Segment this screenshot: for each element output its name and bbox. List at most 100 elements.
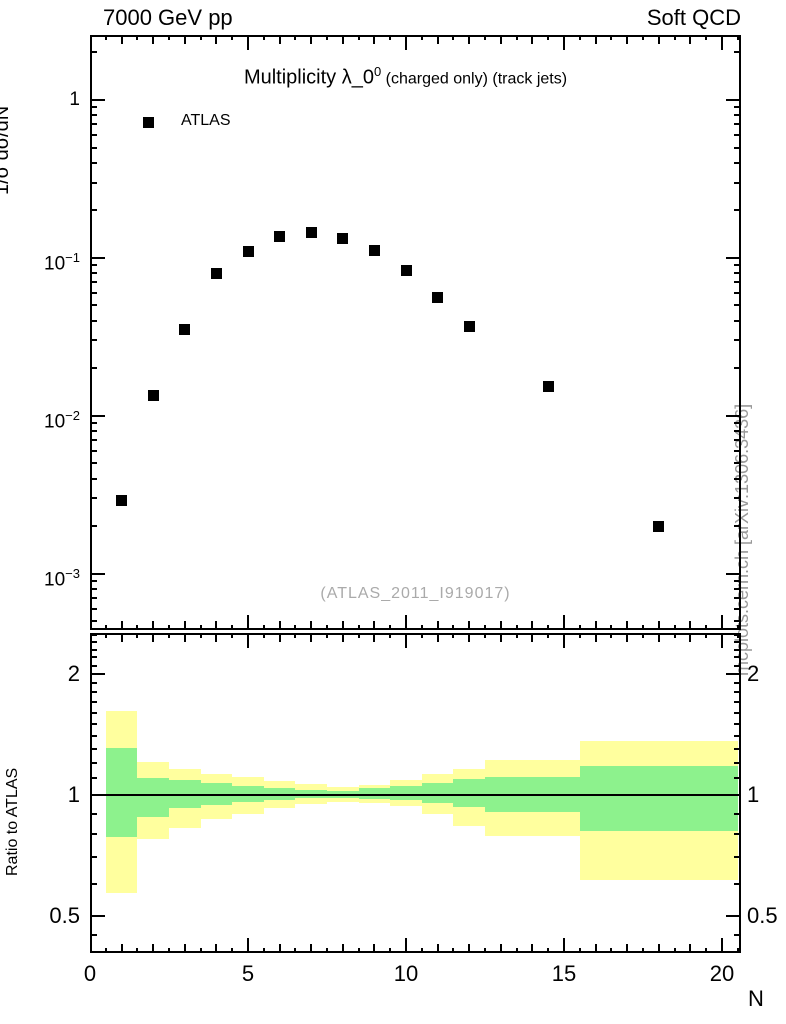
x-tick-main-bottom — [484, 625, 487, 630]
x-tick-main-top — [673, 35, 676, 40]
x-tick-main-top — [531, 35, 534, 44]
ratio-y-tick-major-right — [726, 915, 741, 918]
x-tick-main-bottom — [657, 621, 660, 630]
x-tick-main-bottom — [736, 625, 739, 630]
x-tick-main-bottom — [294, 625, 297, 630]
x-tick-ratio-top — [531, 633, 534, 642]
x-tick-main-top — [231, 35, 234, 40]
x-tick-ratio-bottom — [104, 948, 107, 953]
y-tick-minor-right — [734, 304, 741, 307]
legend-label-atlas: ATLAS — [181, 112, 231, 129]
x-tick-main-bottom — [610, 625, 613, 630]
x-tick-ratio-bottom — [721, 938, 724, 953]
x-tick-label: 10 — [393, 961, 419, 986]
ratio-y-tick-minor-right — [734, 712, 741, 715]
y-tick-minor-left — [90, 422, 97, 425]
analysis-id-watermark: (ATLAS_2011_I919017) — [320, 585, 511, 602]
ratio-y-tick-minor-right — [734, 777, 741, 780]
x-tick-ratio-bottom — [152, 944, 155, 953]
data-point-marker — [147, 390, 159, 402]
x-tick-ratio-top — [436, 633, 439, 642]
ratio-y-tick-minor-left — [90, 777, 97, 780]
x-tick-ratio-top — [310, 633, 313, 642]
x-tick-main-bottom — [452, 625, 455, 630]
ratio-y-tick-label-right: 1 — [747, 782, 760, 808]
x-tick-ratio-top — [420, 633, 423, 638]
ratio-y-tick-minor-right — [734, 701, 741, 704]
x-tick-main-top — [578, 35, 581, 40]
ratio-y-tick-minor-left — [90, 682, 97, 685]
x-tick-ratio-top — [389, 633, 392, 638]
x-tick-ratio-bottom — [247, 938, 249, 953]
x-tick-ratio-top — [499, 633, 502, 642]
ratio-y-tick-minor-right — [734, 883, 741, 886]
ratio-band-inner — [579, 765, 738, 832]
x-tick-main-top — [104, 35, 107, 40]
y-tick-major-left — [90, 98, 105, 101]
x-tick-ratio-top — [484, 633, 487, 638]
ratio-y-tick-minor-left — [90, 641, 97, 644]
x-tick-ratio-top — [657, 633, 660, 642]
x-tick-main-top — [152, 35, 155, 44]
x-tick-ratio-bottom — [531, 944, 534, 953]
x-tick-main-top — [515, 35, 518, 40]
y-tick-minor-right — [734, 477, 741, 480]
ratio-y-tick-minor-right — [734, 641, 741, 644]
x-tick-ratio-top — [262, 633, 265, 638]
x-tick-main-bottom — [626, 621, 629, 630]
y-tick-minor-left — [90, 430, 97, 433]
x-tick-main-top — [499, 35, 502, 44]
ratio-reference-line — [90, 794, 741, 797]
x-tick-main-top — [468, 35, 471, 44]
y-tick-minor-right — [734, 597, 741, 600]
y-tick-minor-left — [90, 579, 97, 582]
ratio-y-tick-minor-left — [90, 883, 97, 886]
ratio-y-tick-major-right — [726, 794, 741, 797]
x-tick-main-bottom — [673, 625, 676, 630]
x-tick-ratio-bottom — [499, 944, 502, 953]
x-tick-ratio-top — [547, 633, 550, 638]
ratio-y-tick-minor-right — [734, 682, 741, 685]
x-tick-main-top — [436, 35, 439, 44]
ratio-y-tick-minor-right — [734, 723, 741, 726]
y-tick-minor-right — [734, 291, 741, 294]
data-point-marker — [653, 520, 665, 532]
y-tick-minor-left — [90, 209, 97, 212]
ratio-y-tick-minor-left — [90, 933, 97, 936]
x-tick-ratio-bottom — [736, 948, 739, 953]
process-group-title: Soft QCD — [646, 5, 741, 30]
x-tick-main-bottom — [278, 621, 281, 630]
x-tick-ratio-bottom — [420, 948, 423, 953]
x-tick-ratio-bottom — [389, 948, 392, 953]
ratio-y-tick-minor-left — [90, 812, 97, 815]
y-tick-minor-right — [734, 430, 741, 433]
x-tick-ratio-top — [626, 633, 629, 642]
x-tick-ratio-top — [168, 633, 170, 638]
y-tick-minor-right — [734, 525, 741, 528]
y-tick-minor-left — [90, 304, 97, 307]
main-y-tick-label: 10−1 — [44, 249, 80, 275]
x-tick-ratio-bottom — [120, 944, 123, 953]
data-point-marker — [274, 231, 286, 243]
x-tick-ratio-top — [120, 633, 123, 642]
x-tick-main-top — [262, 35, 265, 40]
ratio-band-inner — [105, 747, 138, 838]
x-tick-main-top — [136, 35, 139, 40]
y-tick-minor-right — [734, 422, 741, 425]
x-tick-ratio-bottom — [468, 944, 471, 953]
y-tick-minor-left — [90, 134, 97, 137]
ratio-y-tick-minor-right — [734, 812, 741, 815]
y-tick-minor-left — [90, 272, 97, 275]
ratio-y-tick-minor-left — [90, 723, 97, 726]
x-tick-ratio-top — [515, 633, 518, 638]
x-tick-main-bottom — [405, 615, 408, 630]
ratio-band-inner — [421, 783, 454, 804]
y-tick-minor-right — [734, 51, 741, 54]
x-tick-ratio-top — [104, 633, 107, 638]
data-point-marker — [305, 227, 317, 239]
y-tick-minor-right — [734, 607, 741, 610]
ratio-y-tick-minor-left — [90, 735, 97, 738]
x-tick-ratio-top — [689, 633, 692, 642]
x-tick-main-bottom — [436, 621, 439, 630]
